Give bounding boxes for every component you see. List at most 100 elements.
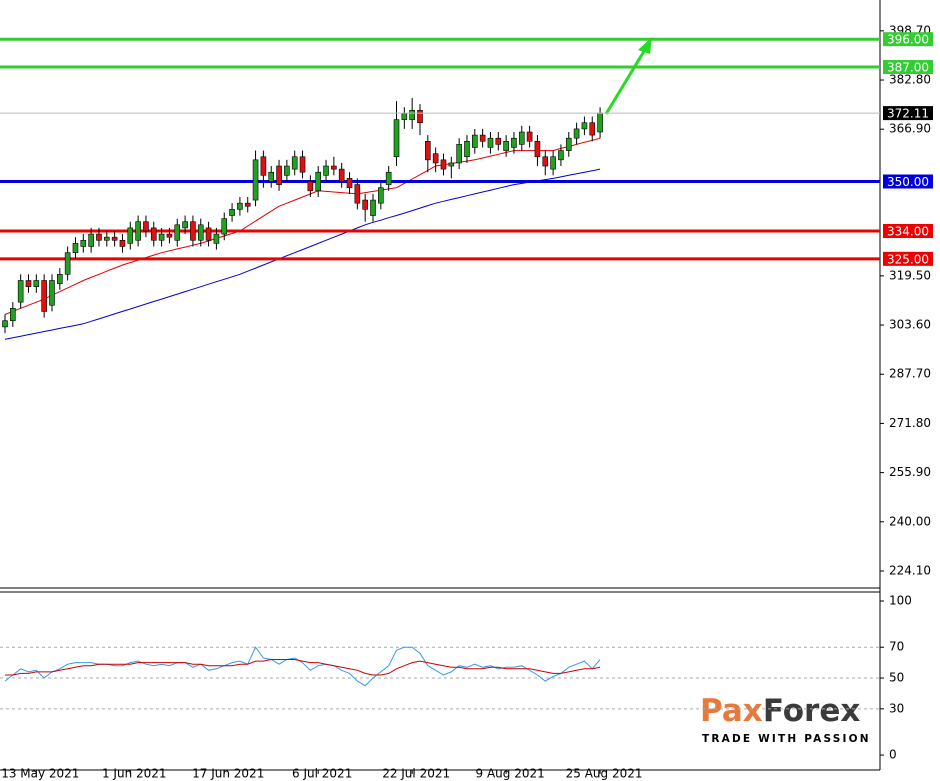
candle-body — [565, 137, 572, 151]
candle-body — [158, 233, 165, 241]
candle-body — [237, 202, 243, 210]
last-price-label: 372.11 — [887, 107, 929, 121]
series-line — [4, 137, 601, 315]
candle-body — [331, 165, 337, 170]
candle-body — [111, 236, 118, 241]
candle-body — [244, 202, 251, 207]
x-tick-label: 9 Aug 2021 — [476, 767, 545, 781]
candle-body — [464, 140, 470, 158]
candle-body — [276, 165, 282, 185]
candle-body — [80, 239, 87, 247]
candle-body — [542, 156, 549, 167]
candle-body — [57, 274, 63, 284]
y-tick-label: 303.60 — [889, 318, 931, 332]
last-price-box — [883, 106, 933, 121]
candle-body — [268, 171, 275, 182]
candle-body — [479, 134, 486, 142]
candle-body — [291, 156, 298, 170]
level-label: 334.00 — [887, 224, 929, 238]
candle-body — [448, 162, 455, 167]
candle-body — [581, 122, 588, 130]
candle-body — [495, 137, 502, 145]
x-tick-label: 1 Jun 2021 — [102, 767, 167, 781]
y-tick-label: 271.80 — [889, 416, 931, 430]
candle-body — [25, 280, 32, 287]
candle-body — [190, 221, 196, 241]
series-line — [5, 659, 601, 676]
x-tick-label: 13 May 2021 — [1, 767, 79, 781]
y-tick-label: 382.80 — [889, 73, 931, 87]
y-tick-label: 30 — [889, 701, 904, 715]
y-tick-label: 255.90 — [889, 465, 931, 479]
candle-body — [597, 112, 603, 133]
tagline: TRADE WITH PASSION — [702, 733, 871, 745]
candle-body — [150, 227, 157, 241]
x-tick-label: 17 Jun 2021 — [192, 767, 264, 781]
candle-body — [127, 227, 134, 244]
candle-body — [440, 159, 447, 170]
candle-body — [393, 119, 400, 158]
candle-body — [409, 110, 415, 120]
level-label-box — [883, 60, 933, 75]
candle-body — [284, 165, 290, 176]
y-tick-label: 0 — [889, 748, 897, 762]
candle-body — [503, 140, 509, 151]
level-label: 350.00 — [887, 175, 929, 189]
y-tick-label: 366.90 — [889, 122, 931, 136]
trend-arrow — [604, 37, 652, 115]
candle-body — [182, 221, 188, 229]
candle-body — [197, 224, 204, 241]
candle-body — [174, 224, 181, 241]
series-line — [4, 168, 601, 340]
candle-body — [550, 156, 556, 170]
candle-body — [518, 131, 525, 145]
candle-body — [534, 140, 541, 158]
candle-body — [338, 168, 345, 182]
candle-body — [401, 113, 408, 120]
candle-body — [229, 209, 235, 216]
candle-body — [471, 134, 478, 148]
candle-body — [41, 280, 47, 312]
candle-body — [456, 144, 462, 164]
watermark: PaxForex TRADE WITH PASSION — [700, 693, 871, 746]
candle-body — [425, 140, 431, 161]
candle-body — [205, 227, 212, 241]
brand: PaxForex — [700, 693, 860, 729]
brand-left: Pax — [700, 693, 763, 729]
y-tick-label: 319.50 — [889, 268, 931, 282]
candle-body — [103, 236, 110, 241]
candle-body — [64, 252, 71, 275]
y-tick-label: 70 — [889, 640, 904, 654]
candle-body — [385, 171, 392, 185]
candle-body — [526, 131, 533, 142]
candle-body — [573, 128, 580, 139]
y-tick-label: 50 — [889, 671, 904, 685]
candle-body — [213, 233, 220, 244]
candle-body — [487, 137, 494, 148]
candle-body — [72, 243, 79, 253]
candle-body — [558, 150, 564, 161]
candle-body — [33, 280, 40, 287]
candle-body — [166, 233, 173, 238]
level-label-box — [883, 32, 933, 47]
candle-body — [143, 221, 149, 232]
level-label: 325.00 — [887, 252, 929, 266]
candle-body — [354, 184, 361, 204]
candle-body — [49, 280, 55, 306]
x-tick-label: 22 Jul 2021 — [382, 767, 450, 781]
candle-body — [346, 178, 353, 188]
candle-body — [299, 156, 306, 173]
level-label-box — [883, 251, 933, 266]
level-label: 396.00 — [887, 33, 929, 47]
candle-body — [88, 233, 94, 247]
candle-body — [2, 320, 8, 328]
candle-body — [362, 199, 368, 210]
brand-right: Forex — [763, 693, 861, 729]
candle-body — [511, 137, 517, 148]
candle-body — [119, 239, 126, 247]
candle-body — [17, 280, 24, 303]
candle-body — [315, 171, 322, 192]
